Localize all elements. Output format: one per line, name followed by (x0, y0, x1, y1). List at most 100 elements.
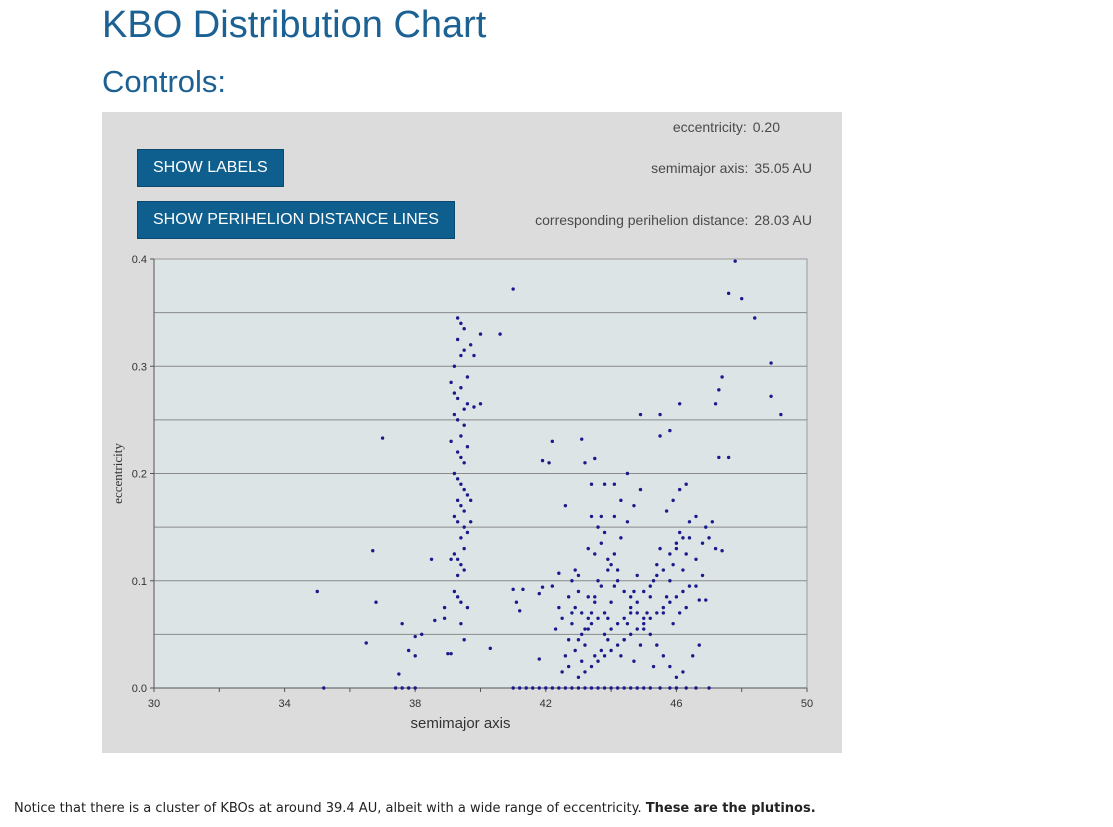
data-point[interactable] (462, 327, 466, 331)
data-point[interactable] (645, 611, 649, 615)
data-point[interactable] (622, 638, 626, 642)
data-point[interactable] (720, 375, 724, 379)
data-point[interactable] (599, 514, 604, 519)
data-point[interactable] (472, 405, 476, 409)
data-point[interactable] (671, 498, 675, 503)
data-point[interactable] (452, 552, 457, 556)
data-point[interactable] (521, 587, 525, 592)
data-point[interactable] (462, 546, 466, 551)
data-point[interactable] (511, 287, 515, 291)
data-point[interactable] (628, 595, 633, 599)
data-point[interactable] (602, 530, 607, 535)
data-point[interactable] (580, 611, 584, 615)
data-point[interactable] (658, 434, 662, 438)
data-point[interactable] (459, 353, 463, 358)
data-point[interactable] (455, 573, 460, 578)
data-point[interactable] (713, 546, 718, 551)
data-point[interactable] (429, 557, 434, 561)
data-point[interactable] (452, 364, 457, 368)
data-point[interactable] (589, 514, 594, 519)
data-point[interactable] (628, 605, 633, 610)
data-point[interactable] (540, 585, 545, 589)
data-point[interactable] (580, 632, 584, 637)
data-point[interactable] (442, 605, 447, 610)
data-point[interactable] (465, 375, 470, 379)
data-point[interactable] (700, 541, 705, 545)
data-point[interactable] (420, 632, 424, 637)
data-point[interactable] (462, 638, 466, 642)
data-point[interactable] (648, 616, 652, 620)
data-point[interactable] (632, 503, 636, 508)
data-point[interactable] (619, 536, 623, 540)
data-point[interactable] (472, 353, 476, 358)
data-point[interactable] (560, 670, 564, 674)
data-point[interactable] (589, 664, 594, 669)
data-point[interactable] (563, 686, 568, 690)
data-point[interactable] (664, 595, 669, 599)
data-point[interactable] (452, 412, 457, 417)
data-point[interactable] (465, 493, 470, 497)
data-point[interactable] (537, 686, 541, 690)
data-point[interactable] (465, 402, 470, 406)
data-point[interactable] (661, 568, 666, 572)
data-point[interactable] (560, 616, 564, 620)
data-point[interactable] (586, 616, 590, 620)
data-point[interactable] (583, 627, 587, 631)
data-point[interactable] (625, 621, 630, 626)
data-point[interactable] (602, 482, 607, 486)
data-point[interactable] (459, 386, 463, 390)
data-point[interactable] (668, 600, 672, 604)
data-point[interactable] (668, 552, 672, 556)
data-point[interactable] (642, 686, 646, 690)
data-point[interactable] (655, 562, 659, 567)
data-point[interactable] (599, 584, 604, 588)
data-point[interactable] (720, 549, 724, 553)
data-point[interactable] (583, 643, 587, 647)
data-point[interactable] (455, 477, 460, 481)
data-point[interactable] (593, 456, 597, 461)
data-point[interactable] (648, 632, 652, 637)
data-point[interactable] (576, 589, 581, 594)
data-point[interactable] (459, 621, 463, 626)
data-point[interactable] (612, 514, 617, 519)
data-point[interactable] (668, 686, 672, 690)
data-point[interactable] (697, 643, 701, 647)
data-point[interactable] (622, 616, 626, 620)
data-point[interactable] (455, 595, 460, 599)
data-point[interactable] (459, 434, 463, 438)
data-point[interactable] (462, 348, 466, 352)
data-point[interactable] (576, 638, 581, 642)
data-point[interactable] (478, 332, 483, 336)
data-point[interactable] (371, 549, 375, 553)
data-point[interactable] (583, 686, 587, 690)
data-point[interactable] (596, 686, 600, 690)
data-point[interactable] (580, 659, 584, 663)
data-point[interactable] (615, 643, 620, 647)
data-point[interactable] (704, 525, 708, 529)
data-point[interactable] (707, 536, 711, 540)
data-point[interactable] (635, 611, 639, 615)
data-point[interactable] (455, 337, 460, 342)
data-point[interactable] (462, 525, 466, 529)
data-point[interactable] (635, 600, 639, 604)
scatter-chart[interactable]: 0.0 0.1 0.2 0.3 0.4 30 34 38 42 46 50 semimajor ax… (102, 112, 842, 753)
data-point[interactable] (684, 605, 688, 610)
data-point[interactable] (452, 471, 457, 476)
data-point[interactable] (596, 616, 600, 620)
data-point[interactable] (609, 686, 613, 690)
data-point[interactable] (622, 686, 626, 690)
data-point[interactable] (413, 686, 417, 690)
data-point[interactable] (566, 638, 571, 642)
data-point[interactable] (638, 487, 643, 492)
show-perihelion-lines-button[interactable]: SHOW PERIHELION DISTANCE LINES (137, 201, 455, 239)
data-point[interactable] (671, 621, 675, 626)
data-point[interactable] (769, 361, 773, 365)
data-point[interactable] (455, 557, 460, 561)
data-point[interactable] (593, 552, 597, 556)
data-point[interactable] (638, 643, 643, 647)
data-point[interactable] (615, 621, 620, 626)
data-point[interactable] (642, 589, 646, 594)
data-point[interactable] (642, 616, 646, 620)
data-point[interactable] (589, 621, 594, 626)
data-point[interactable] (674, 595, 679, 599)
